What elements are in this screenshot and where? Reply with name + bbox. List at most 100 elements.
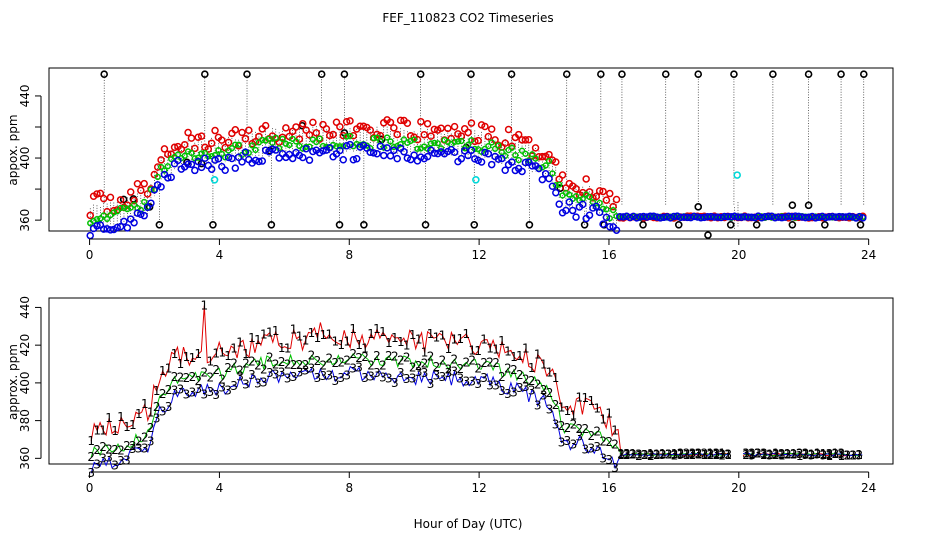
series-1-label: 1 [439, 328, 447, 342]
series-2-label: 2 [230, 357, 238, 371]
series-2-point [508, 144, 516, 151]
series-3-label: 3 [433, 369, 441, 383]
series-3-label: 3 [445, 366, 453, 380]
series-2-point [451, 138, 458, 146]
series-1-point [572, 185, 580, 193]
series-2-point [259, 136, 266, 144]
series-1-point [336, 122, 344, 131]
series-1-point [137, 186, 145, 195]
series-2-point [529, 151, 536, 158]
series-1-label: 1 [93, 424, 101, 438]
series-3-point [339, 156, 348, 164]
series-2-label: 2 [707, 448, 715, 462]
series-3-point [373, 150, 381, 158]
series-3-label: 3 [701, 448, 709, 462]
raw-spike-point [209, 220, 217, 229]
series-2-label: 2 [659, 448, 667, 462]
series-3-point [811, 214, 820, 222]
series-3-label: 3 [290, 370, 298, 384]
series-1-point [450, 122, 459, 131]
series-2-label: 2 [718, 448, 726, 462]
series-3-label: 3 [570, 437, 578, 451]
series-1-label: 1 [587, 394, 595, 408]
series-3-point [545, 174, 553, 183]
series-1-label: 1 [266, 326, 274, 340]
series-2-point [383, 134, 391, 141]
series-2-point [265, 135, 273, 142]
series-2-label: 2 [742, 448, 750, 462]
series-2-label: 2 [337, 355, 345, 369]
series-3-label: 3 [611, 461, 619, 475]
series-2-label: 2 [278, 355, 286, 369]
series-1-label: 1 [361, 341, 369, 355]
series-1-label: 1 [617, 448, 625, 462]
series-3-label: 3 [826, 447, 834, 461]
series-2-point [586, 193, 593, 201]
series-3-label: 3 [671, 447, 679, 461]
bottom-y-axis-label: approx. ppm [6, 344, 20, 420]
series-1-label: 1 [683, 448, 691, 462]
series-2-point [188, 149, 195, 157]
series-3-label: 3 [480, 371, 488, 385]
series-1-label: 1 [492, 342, 500, 356]
series-1-point [106, 193, 115, 202]
series-3-label: 3 [510, 385, 518, 399]
series-1-label: 1 [99, 423, 107, 437]
series-3-point [353, 154, 361, 163]
series-1-point [342, 118, 351, 126]
series-3-label: 3 [552, 417, 560, 431]
series-2-label: 2 [147, 421, 155, 435]
series-3-point [565, 198, 574, 206]
series-1-label: 1 [802, 448, 810, 462]
series-2-point [103, 215, 111, 223]
raw-spike-point [100, 70, 108, 79]
series-3-point [393, 154, 401, 163]
series-3-point [713, 213, 722, 221]
series-3-label: 3 [665, 447, 673, 461]
series-3-label: 3 [659, 448, 667, 462]
series-2-point [164, 163, 171, 170]
series-2-label: 2 [587, 429, 595, 443]
raw-point [119, 195, 128, 204]
series-1-point [430, 125, 439, 134]
series-3-point [258, 157, 267, 165]
series-2-label: 2 [826, 448, 834, 462]
series-3-label: 3 [451, 365, 459, 379]
series-1-label: 1 [159, 364, 167, 378]
series-2-label: 2 [284, 357, 292, 371]
series-3-point [744, 213, 752, 221]
series-1-point [589, 194, 597, 202]
series-1-label: 1 [820, 447, 828, 461]
bottom-y-tick-label: 380 [18, 409, 32, 432]
series-2-label: 2 [320, 359, 328, 373]
series-2-point [232, 141, 239, 148]
series-3-point [541, 170, 550, 178]
series-2-label: 2 [308, 348, 316, 362]
series-3-point [346, 140, 354, 149]
series-1-point [143, 190, 152, 198]
top-x-tick-label: 16 [601, 248, 616, 262]
series-2-label: 2 [480, 356, 488, 370]
series-1-label: 1 [724, 448, 732, 462]
series-3-point [649, 212, 658, 220]
series-3-point [379, 151, 388, 160]
series-1-point [278, 133, 287, 142]
series-3-label: 3 [93, 458, 101, 472]
series-2-label: 2 [349, 347, 357, 361]
series-1-label: 1 [766, 447, 774, 461]
series-2-label: 2 [820, 448, 828, 462]
series-2-point [407, 137, 414, 145]
series-2-label: 2 [373, 349, 381, 363]
series-1-point [187, 134, 196, 142]
series-1-point [140, 179, 148, 188]
series-3-point [815, 213, 823, 222]
series-3-point [430, 149, 439, 157]
series-3-label: 3 [206, 385, 214, 399]
series-2-point [269, 139, 276, 147]
series-1-point [302, 126, 310, 134]
series-2-point [518, 147, 526, 154]
series-3-label: 3 [105, 450, 113, 464]
series-3-label: 3 [838, 447, 846, 461]
series-3-point [103, 225, 111, 233]
series-1-label: 1 [540, 357, 548, 371]
